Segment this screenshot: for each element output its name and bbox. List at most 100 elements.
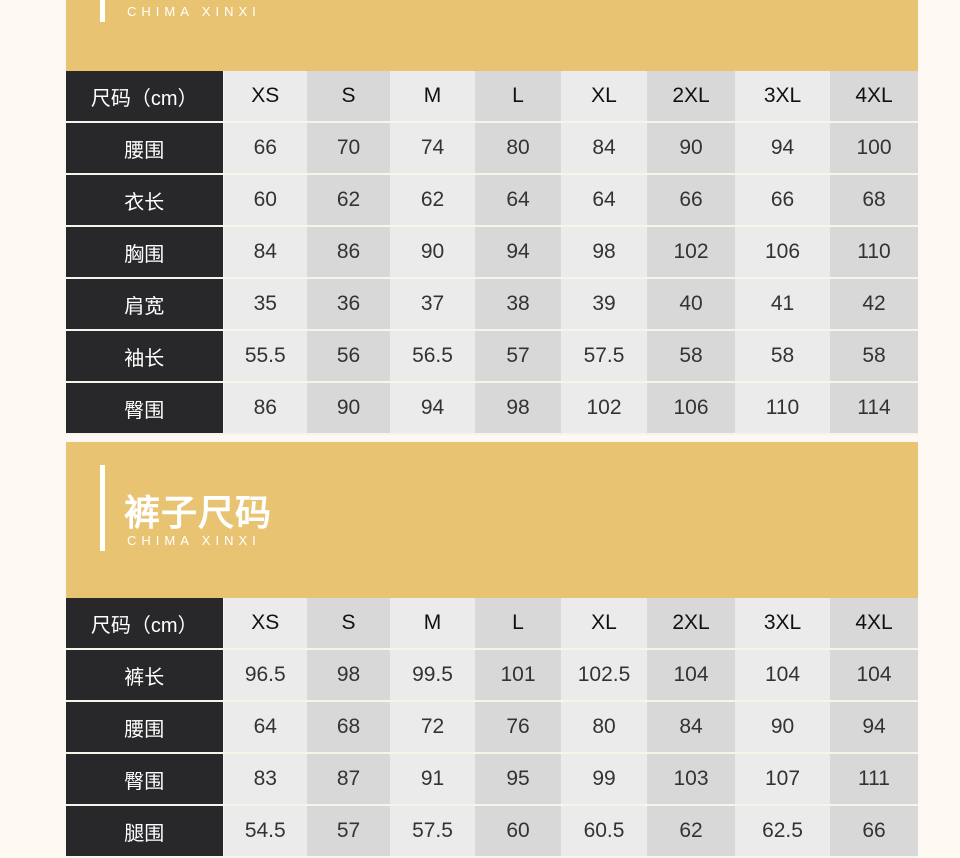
measurement-cell: 80 <box>475 122 561 175</box>
measurement-cell: 66 <box>223 122 307 175</box>
measurement-cell: 110 <box>735 382 830 435</box>
section2-title: 裤子尺码 <box>124 493 273 534</box>
size-header: XS <box>223 598 307 650</box>
row-label: 胸围 <box>66 226 224 279</box>
measurement-cell: 74 <box>390 122 475 175</box>
measurement-cell: 64 <box>223 701 307 754</box>
measurement-cell: 64 <box>475 174 561 227</box>
row-label: 腰围 <box>66 701 224 754</box>
measurement-cell: 76 <box>475 701 561 754</box>
measurement-cell: 83 <box>223 753 307 806</box>
measurement-cell: 58 <box>830 330 918 383</box>
measurement-cell: 90 <box>647 122 735 175</box>
measurement-cell: 84 <box>561 122 647 175</box>
measurement-cell: 62 <box>647 805 735 858</box>
table-row: 腰围 66 70 74 80 84 90 94 100 <box>66 122 918 175</box>
measurement-cell: 98 <box>307 649 390 702</box>
table-row: 肩宽 35 36 37 38 39 40 41 42 <box>66 278 918 331</box>
size-header: XL <box>561 71 647 123</box>
measurement-cell: 99.5 <box>390 649 475 702</box>
table-row: 腰围 64 68 72 76 80 84 90 94 <box>66 701 918 754</box>
measurement-cell: 84 <box>647 701 735 754</box>
size-unit-header: 尺码（cm） <box>66 598 224 650</box>
measurement-cell: 56.5 <box>390 330 475 383</box>
measurement-cell: 106 <box>735 226 830 279</box>
measurement-cell: 35 <box>223 278 307 331</box>
measurement-cell: 41 <box>735 278 830 331</box>
measurement-cell: 57 <box>307 805 390 858</box>
measurement-cell: 37 <box>390 278 475 331</box>
measurement-cell: 114 <box>830 382 918 435</box>
row-label: 臀围 <box>66 382 224 435</box>
measurement-cell: 70 <box>307 122 390 175</box>
row-label: 裤长 <box>66 649 224 702</box>
table-row: 臀围 86 90 94 98 102 106 110 114 <box>66 382 918 435</box>
measurement-cell: 96.5 <box>223 649 307 702</box>
measurement-cell: 86 <box>307 226 390 279</box>
measurement-cell: 57 <box>475 330 561 383</box>
measurement-cell: 40 <box>647 278 735 331</box>
row-label: 腰围 <box>66 122 224 175</box>
measurement-cell: 94 <box>735 122 830 175</box>
section1-banner: CHIMA XINXI <box>66 0 918 71</box>
measurement-cell: 111 <box>830 753 918 806</box>
measurement-cell: 98 <box>561 226 647 279</box>
measurement-cell: 62 <box>390 174 475 227</box>
size-header: 3XL <box>735 71 830 123</box>
table-row: 胸围 84 86 90 94 98 102 106 110 <box>66 226 918 279</box>
measurement-cell: 56 <box>307 330 390 383</box>
size-header: 4XL <box>830 598 918 650</box>
measurement-cell: 62.5 <box>735 805 830 858</box>
measurement-cell: 101 <box>475 649 561 702</box>
measurement-cell: 57.5 <box>561 330 647 383</box>
measurement-cell: 66 <box>830 805 918 858</box>
row-label: 衣长 <box>66 174 224 227</box>
header-row: 尺码（cm） XS S M L XL 2XL 3XL 4XL <box>66 598 918 650</box>
measurement-cell: 86 <box>223 382 307 435</box>
measurement-cell: 68 <box>830 174 918 227</box>
measurement-cell: 55.5 <box>223 330 307 383</box>
measurement-cell: 60 <box>475 805 561 858</box>
measurement-cell: 104 <box>647 649 735 702</box>
measurement-cell: 91 <box>390 753 475 806</box>
row-label: 肩宽 <box>66 278 224 331</box>
measurement-cell: 110 <box>830 226 918 279</box>
section2-banner: 裤子尺码 CHIMA XINXI <box>66 442 918 598</box>
measurement-cell: 66 <box>735 174 830 227</box>
size-header: L <box>475 598 561 650</box>
row-label: 臀围 <box>66 753 224 806</box>
measurement-cell: 98 <box>475 382 561 435</box>
measurement-cell: 54.5 <box>223 805 307 858</box>
measurement-cell: 39 <box>561 278 647 331</box>
size-header: L <box>475 71 561 123</box>
size-header: M <box>390 598 475 650</box>
measurement-cell: 57.5 <box>390 805 475 858</box>
measurement-cell: 68 <box>307 701 390 754</box>
header-row: 尺码（cm） XS S M L XL 2XL 3XL 4XL <box>66 71 918 123</box>
measurement-cell: 104 <box>830 649 918 702</box>
measurement-cell: 72 <box>390 701 475 754</box>
size-unit-header: 尺码（cm） <box>66 71 224 123</box>
measurement-cell: 106 <box>647 382 735 435</box>
table-row: 腿围 54.5 57 57.5 60 60.5 62 62.5 66 <box>66 805 918 858</box>
measurement-cell: 80 <box>561 701 647 754</box>
measurement-cell: 62 <box>307 174 390 227</box>
section1-subtitle: CHIMA XINXI <box>127 4 261 19</box>
measurement-cell: 102 <box>647 226 735 279</box>
measurement-cell: 104 <box>735 649 830 702</box>
accent-bar <box>100 465 105 551</box>
size-header: XS <box>223 71 307 123</box>
size-header: 3XL <box>735 598 830 650</box>
measurement-cell: 60.5 <box>561 805 647 858</box>
measurement-cell: 94 <box>390 382 475 435</box>
accent-bar <box>100 0 105 22</box>
table-row: 裤长 96.5 98 99.5 101 102.5 104 104 104 <box>66 649 918 702</box>
measurement-cell: 36 <box>307 278 390 331</box>
row-label: 袖长 <box>66 330 224 383</box>
size-header: 2XL <box>647 71 735 123</box>
measurement-cell: 42 <box>830 278 918 331</box>
measurement-cell: 87 <box>307 753 390 806</box>
size-header: 2XL <box>647 598 735 650</box>
size-header: XL <box>561 598 647 650</box>
top-size-table: 尺码（cm） XS S M L XL 2XL 3XL 4XL 腰围 66 70 74 80 84 90 94 10… <box>66 71 918 435</box>
